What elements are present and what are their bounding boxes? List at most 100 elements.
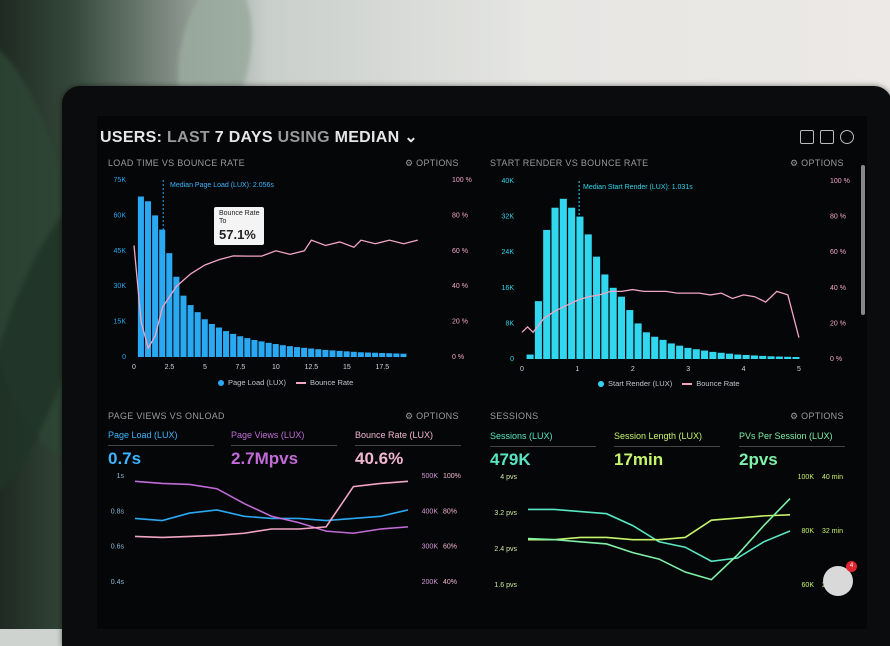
bar: [634, 323, 642, 359]
bar: [593, 256, 601, 359]
y-tick-right: 40%: [443, 579, 457, 586]
y-tick-right: 40 min: [822, 474, 843, 481]
y-tick-left: 0: [510, 356, 514, 363]
series-line: [528, 514, 791, 541]
options-button[interactable]: ⚙ OPTIONS: [790, 158, 844, 168]
divider: [739, 446, 845, 447]
bar: [159, 229, 166, 357]
legend-dash: [682, 382, 693, 385]
scrollbar[interactable]: [861, 165, 865, 315]
y-tick-right: 20 %: [830, 320, 846, 327]
dashboard-header[interactable]: USERS: LAST 7 DAYS USING MEDIAN ⌄: [100, 127, 418, 147]
bar: [265, 342, 272, 357]
kpi-value-sessions: 479K: [490, 450, 531, 469]
bar: [709, 351, 717, 359]
y-tick-mid: 400K: [422, 508, 439, 515]
y-tick-left: 8K: [505, 320, 514, 327]
options-button[interactable]: ⚙ OPTIONS: [790, 411, 844, 421]
y-tick-mid: 60K: [802, 582, 815, 589]
help-icon[interactable]: [840, 130, 854, 144]
x-tick: 0: [520, 366, 524, 373]
bar: [742, 354, 750, 359]
divider: [490, 446, 596, 447]
bar: [173, 276, 180, 357]
header-prefix: USERS:: [100, 129, 163, 146]
x-tick: 1: [575, 366, 579, 373]
x-tick: 12.5: [305, 364, 319, 371]
y-tick-right: 80%: [443, 508, 457, 515]
y-tick-right: 20 %: [452, 319, 468, 326]
bar: [759, 355, 767, 359]
series-line: [134, 480, 409, 535]
bar: [194, 312, 201, 357]
tooltip-sublabel: To: [219, 218, 227, 226]
bar: [676, 345, 684, 359]
options-button[interactable]: ⚙ OPTIONS: [405, 158, 459, 168]
kpi-label-page-load: Page Load (LUX): [108, 430, 178, 440]
divider: [614, 446, 720, 447]
x-tick: 2.5: [165, 364, 175, 371]
bar: [734, 354, 742, 359]
y-tick-right: 40 %: [452, 283, 468, 290]
x-tick: 0: [132, 364, 136, 371]
bar: [393, 353, 400, 357]
options-button[interactable]: ⚙ OPTIONS: [405, 411, 459, 421]
y-tick-left: 75K: [114, 177, 127, 184]
bar: [230, 333, 237, 357]
y-tick-mid: 100K: [798, 474, 815, 481]
bar: [568, 207, 576, 359]
share-icon[interactable]: [820, 130, 834, 144]
bar: [717, 352, 725, 359]
y-tick-left: 0.8s: [111, 508, 125, 515]
y-tick-left: 3.2 pvs: [494, 510, 517, 517]
y-tick-left: 2.4 pvs: [494, 546, 517, 553]
x-tick: 2: [631, 366, 635, 373]
bar: [237, 336, 244, 357]
monitor-icon[interactable]: [800, 130, 814, 144]
bar: [792, 356, 800, 359]
x-tick: 4: [742, 366, 746, 373]
bar: [642, 332, 650, 359]
series-line: [134, 509, 409, 522]
kpi-label-sessions: Sessions (LUX): [490, 431, 553, 441]
median-page-load-annotation: Median Page Load (LUX): 2.056s: [170, 182, 274, 189]
legend-dot: [598, 380, 604, 387]
bar: [308, 348, 315, 357]
bar: [187, 305, 194, 357]
y-tick-mid: 200K: [422, 579, 439, 586]
kpi-value-pvs: 2pvs: [739, 450, 778, 469]
bar: [750, 355, 758, 359]
bar: [244, 338, 251, 357]
bar: [767, 356, 775, 359]
kpi-label-page-views: Page Views (LUX): [231, 430, 305, 440]
bar: [626, 310, 634, 359]
y-tick-right: 40 %: [830, 285, 846, 292]
bar: [223, 331, 230, 357]
y-tick-left: 45K: [114, 248, 127, 255]
bar: [692, 349, 700, 359]
bar: [784, 356, 792, 359]
kpi-label-session-length: Session Length (LUX): [614, 431, 703, 441]
y-tick-left: 32K: [502, 214, 515, 221]
panel-title-load-time: LOAD TIME VS BOUNCE RATE: [108, 158, 245, 168]
y-tick-right: 100 %: [452, 177, 472, 184]
tooltip-value: 57.1%: [219, 226, 256, 242]
dashboard-screen: [97, 116, 867, 629]
y-tick-left: 30K: [114, 283, 127, 290]
chevron-down-icon[interactable]: ⌄: [404, 129, 418, 146]
y-tick-right: 0 %: [452, 354, 464, 361]
bar: [543, 229, 551, 359]
bar: [526, 354, 534, 359]
bar: [601, 274, 609, 359]
kpi-value-page-load: 0.7s: [108, 449, 142, 468]
y-tick-left: 0.4s: [111, 579, 125, 586]
bar: [258, 341, 265, 357]
x-tick: 17.5: [376, 364, 390, 371]
header-metric: MEDIAN: [334, 129, 400, 146]
bar: [617, 296, 626, 359]
legend-dot: [218, 379, 224, 386]
header-days: 7 DAYS: [214, 129, 273, 146]
bar: [279, 345, 286, 357]
bar: [609, 287, 617, 359]
